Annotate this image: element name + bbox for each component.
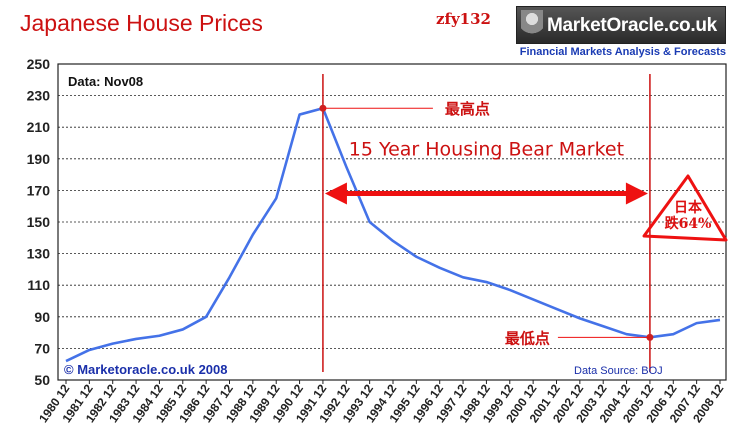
watermark-text: zfy132 (436, 10, 491, 28)
decline-triangle (642, 174, 728, 242)
thinker-statue-icon (521, 10, 543, 40)
price-series-line (65, 106, 721, 363)
y-tick-label: 110 (27, 277, 50, 293)
logo-text: MarketOracle.co.uk (547, 15, 717, 36)
bear-market-label: 15 Year Housing Bear Market (349, 139, 624, 161)
logo-subtitle: Financial Markets Analysis & Forecasts (519, 46, 726, 58)
y-tick-label: 170 (27, 182, 51, 198)
peak-label: 最高点 (445, 100, 490, 118)
arrow-head-left (324, 182, 347, 205)
data-source-label: Data Source: BOJ (574, 365, 663, 377)
y-tick-label: 230 (27, 88, 51, 104)
decline-label-line1: 日本 (674, 199, 703, 216)
y-tick-label: 130 (27, 246, 51, 262)
y-tick-label: 70 (34, 340, 50, 356)
y-tick-label: 190 (27, 151, 51, 167)
copyright-label: © Marketoracle.co.uk 2008 (64, 362, 228, 377)
data-date-label: Data: Nov08 (68, 74, 143, 89)
y-tick-label: 90 (34, 309, 50, 325)
trough-label: 最低点 (505, 329, 550, 347)
logo-banner: MarketOracle.co.uk (516, 6, 726, 44)
y-tick-label: 210 (27, 119, 51, 135)
y-tick-label: 50 (34, 372, 50, 388)
y-tick-label: 150 (27, 214, 51, 230)
decline-label-line2: 跌64% (665, 216, 712, 232)
y-tick-label: 250 (27, 56, 51, 72)
arrow-head-right (625, 182, 648, 205)
page-title: Japanese House Prices (20, 10, 263, 36)
marketoracle-logo[interactable]: MarketOracle.co.uk Financial Markets Ana… (516, 6, 726, 62)
